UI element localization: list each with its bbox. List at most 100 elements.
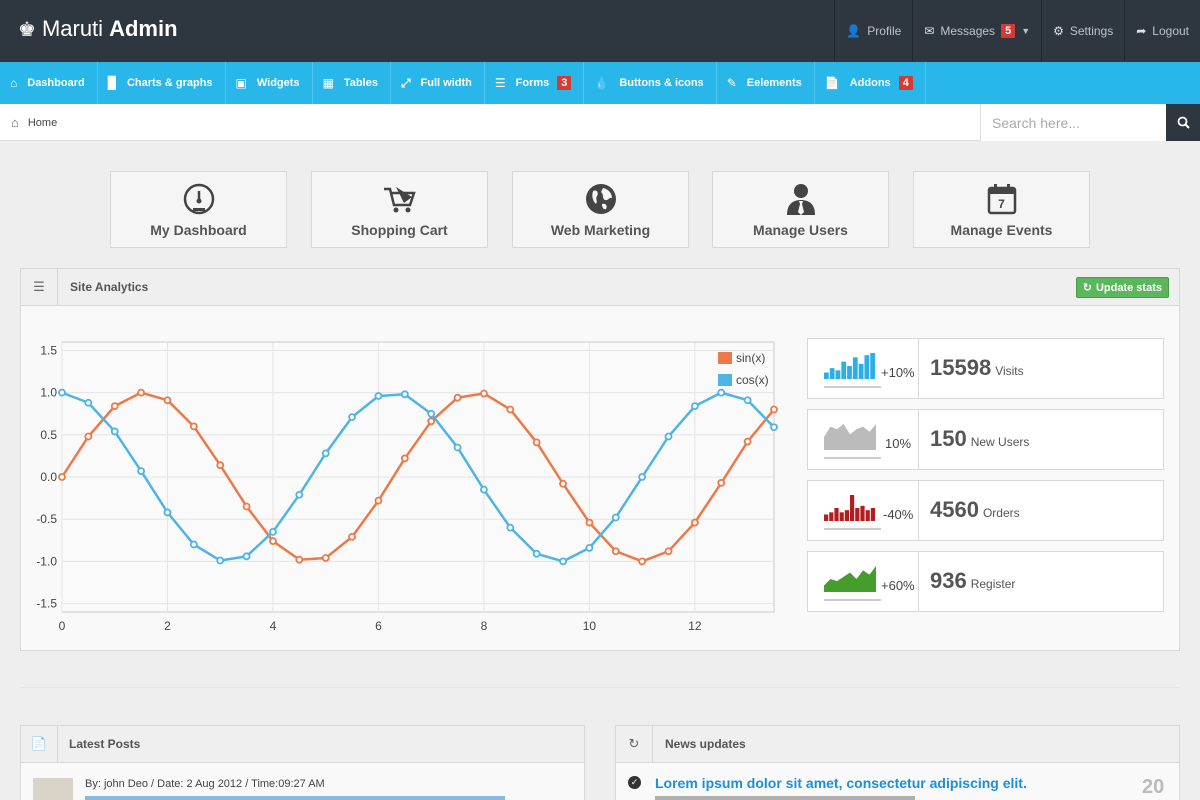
update-stats-label: Update stats (1095, 281, 1162, 294)
data-point (321, 449, 330, 458)
sparkline-bar (824, 372, 829, 379)
data-point (664, 432, 673, 441)
quick-manage-events[interactable]: 7 Manage Events (913, 171, 1090, 248)
data-point (585, 543, 594, 552)
cart-icon (383, 187, 416, 213)
data-point (717, 388, 726, 397)
orders-sparkline (824, 481, 919, 540)
quick-web-marketing[interactable]: Web Marketing (512, 171, 689, 248)
menu-forms[interactable]: ☰ Forms 3 (485, 62, 585, 104)
menu-tables[interactable]: ▦ Tables (313, 62, 391, 104)
signal-icon: ▉ (107, 76, 117, 90)
sparkline-bar (847, 366, 852, 379)
data-point (110, 402, 119, 411)
data-point (242, 552, 251, 561)
data-point (84, 398, 93, 407)
grid-icon: ▦ (322, 76, 334, 90)
series-line-cos (61, 391, 775, 563)
data-point (743, 437, 752, 446)
logout-link[interactable]: ➦ Logout (1124, 0, 1200, 62)
post-excerpt-link[interactable] (85, 796, 505, 800)
sparkline-bar (870, 508, 875, 521)
sparkline-bar (858, 363, 864, 379)
menu-addons[interactable]: 📄 Addons 4 (815, 62, 926, 104)
crown-icon: ♚ (18, 18, 36, 41)
data-point (137, 388, 146, 397)
data-point (163, 508, 172, 517)
data-point (664, 547, 673, 556)
sparkline-bar (860, 505, 865, 521)
file-icon: 📄 (824, 76, 840, 90)
profile-label: Profile (867, 24, 902, 38)
data-point (348, 533, 356, 541)
news-item-excerpt (655, 796, 915, 800)
list-icon: ☰ (494, 76, 506, 90)
sparkline-bar (829, 368, 835, 379)
quick-my-dashboard[interactable]: My Dashboard (110, 171, 287, 248)
data-point (400, 454, 409, 463)
logout-label: Logout (1152, 24, 1189, 38)
menu-full-width[interactable]: ⤢ Full width (391, 62, 485, 104)
menu-charts[interactable]: ▉ Charts & graphs (98, 62, 226, 104)
brand-logo[interactable]: ♚ Maruti Admin (18, 16, 178, 42)
data-point (427, 409, 436, 418)
menu-buttons-label: Buttons & icons (619, 77, 704, 89)
top-header: ♚ Maruti Admin 👤 Profile ✉ Messages 5 ▼ ⚙… (0, 0, 1200, 62)
sparkline-bar (864, 355, 870, 379)
data-point (532, 438, 541, 447)
messages-label: Messages (940, 24, 996, 38)
site-analytics-chart: 0 2 4 6 8 10 12 1.5 1.0 0.5 0.0 -0.5 -1.0 -1.5 sin(x) c… (36, 341, 778, 633)
refresh-icon: ↻ (1082, 282, 1092, 294)
data-point (58, 388, 66, 397)
breadcrumb-bar: ⌂ Home (0, 104, 1200, 141)
menu-widgets[interactable]: ▣ Widgets (226, 62, 313, 104)
latest-posts-title: Latest Posts (69, 737, 141, 751)
x-tick-label: 0 (59, 619, 66, 633)
data-point (189, 422, 198, 431)
legend-label: cos(x) (736, 373, 769, 387)
search-icon (1177, 116, 1190, 129)
visits-pct: +10% (881, 365, 915, 380)
breadcrumb[interactable]: ⌂ Home (11, 115, 57, 130)
post-thumbnail (33, 778, 73, 800)
top-nav: 👤 Profile ✉ Messages 5 ▼ ⚙ Settings ➦ Lo… (834, 0, 1200, 62)
quick-shopping-cart[interactable]: Shopping Cart (311, 171, 488, 248)
search-button[interactable] (1166, 104, 1200, 141)
data-point (506, 405, 515, 414)
user-tie-icon (786, 184, 815, 215)
register-value: 936 (930, 568, 967, 593)
search-input[interactable] (980, 104, 1166, 141)
data-point (532, 549, 541, 558)
inbox-icon: ▣ (235, 76, 247, 90)
data-point (216, 461, 225, 470)
menu-buttons-icons[interactable]: 💧 Buttons & icons (584, 62, 717, 104)
news-updates-title: News updates (665, 737, 746, 751)
menu-elements[interactable]: ✎ Eelements (717, 62, 815, 104)
y-tick-label: 1.0 (40, 386, 57, 400)
breadcrumb-home: Home (27, 116, 58, 129)
settings-link[interactable]: ⚙ Settings (1041, 0, 1124, 62)
data-point (717, 479, 726, 487)
data-point (374, 496, 383, 505)
file-icon: 📄 (21, 726, 58, 762)
update-stats-button[interactable]: ↻ Update stats (1075, 277, 1169, 298)
data-point (321, 554, 330, 562)
menu-full-width-label: Full width (420, 77, 472, 89)
menu-dashboard[interactable]: ⌂ Dashboard (0, 62, 98, 104)
news-item-title[interactable]: Lorem ipsum dolor sit amet, consectetur … (655, 775, 1027, 791)
fullscreen-icon: ⤢ (400, 75, 411, 90)
menu-forms-label: Forms (515, 77, 550, 89)
refresh-icon: ↻ (616, 726, 653, 762)
quick-manage-users[interactable]: Manage Users (712, 171, 889, 248)
x-tick-label: 10 (583, 619, 597, 633)
messages-link[interactable]: ✉ Messages 5 ▼ (912, 0, 1041, 62)
sparkline-bar (834, 508, 839, 521)
legend-swatch (718, 352, 732, 364)
menu-widgets-label: Widgets (256, 77, 300, 89)
drop-icon: 💧 (594, 76, 610, 90)
visits-value: 15598 (930, 355, 992, 380)
profile-link[interactable]: 👤 Profile (834, 0, 912, 62)
messages-badge: 5 (1001, 24, 1016, 38)
data-point (269, 537, 277, 546)
menu-addons-label: Addons (849, 77, 891, 89)
